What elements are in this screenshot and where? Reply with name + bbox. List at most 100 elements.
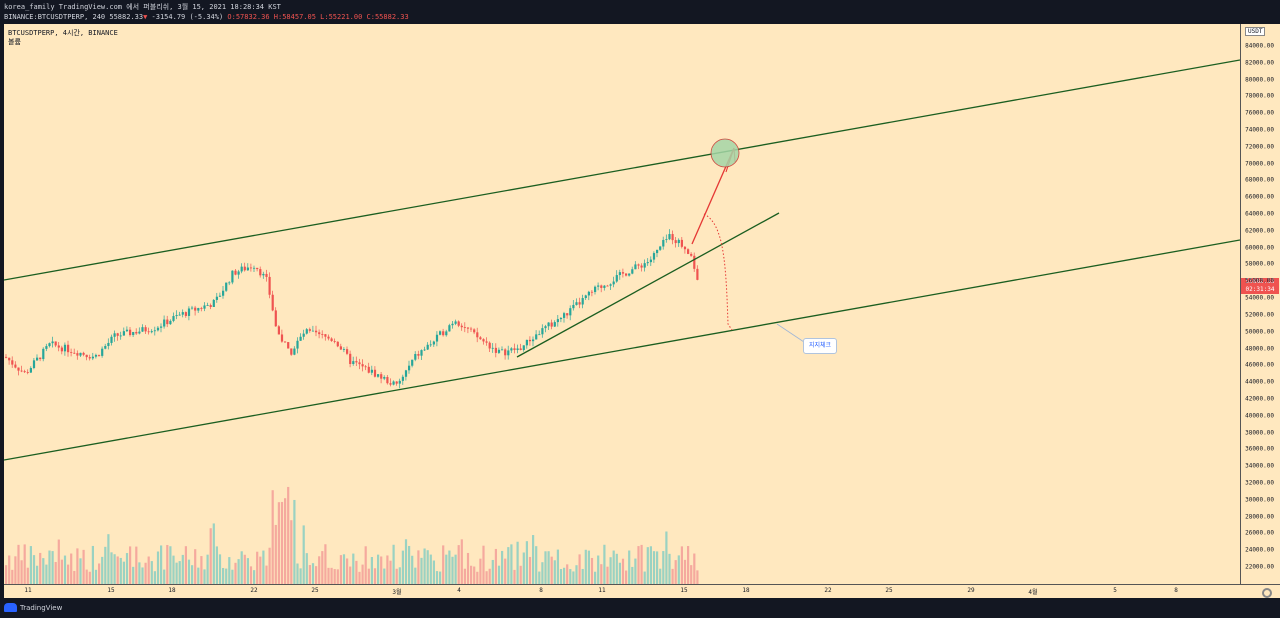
candle-body [380,374,383,379]
volume-bar [23,544,26,584]
publish-info: korea_family TradingView.com 에서 퍼블리쉬, 3월… [4,3,281,11]
volume-bar [318,556,321,584]
candle-body [187,308,191,316]
candle-body [559,317,563,320]
volume-bar [197,567,200,584]
price-tick-label: 84000.00 [1245,42,1274,50]
price-tick-label: 46000.00 [1245,361,1274,369]
volume-bar [677,555,680,584]
candle-body [563,313,566,318]
candle-body [352,361,355,365]
price-tick-label: 58000.00 [1245,260,1274,268]
volume-bar [228,557,231,584]
candle-body [23,371,26,373]
ohlc-row: BINANCE:BTCUSDTPERP, 240 55882.33▼ -3154… [4,12,1280,22]
volume-bar [631,566,634,584]
volume-bar [14,556,17,584]
price-tick-label: 82000.00 [1245,59,1274,67]
volume-bar [150,561,153,584]
volume-bar [674,560,677,584]
candle-body [473,329,476,333]
volume-bar [547,551,550,584]
candle-body [594,286,597,293]
left-edge [0,24,4,598]
volume-bar [516,541,519,584]
brand-name: TradingView [20,603,63,612]
candle-body [628,273,631,276]
chart-pane[interactable]: BTCUSDTPERP, 4시간, BINANCE 볼륨 지지체크 [4,24,1240,584]
candle-body [507,350,510,356]
price-axis[interactable]: USDT 55882.33 02:31:34 84000.00 82000.00 8… [1240,24,1280,584]
candle-body [513,348,516,350]
dotted-scenario-path [703,213,733,331]
volume-bar [342,554,346,584]
time-axis[interactable]: 11 15 18 22 25 3월 4 8 11 15 18 22 25 29 4월 5 8 [4,584,1280,598]
volume-bar [637,546,640,584]
volume-bar [507,547,510,584]
volume-bar [206,554,209,584]
candle-body [271,294,274,311]
volume-bar [355,560,358,584]
volume-bar [640,544,643,584]
volume-bar [454,554,457,584]
candle-body [166,319,169,325]
candle-body [305,329,308,334]
volume-bar [553,560,556,584]
candle-body [262,273,265,276]
candle-body [135,331,138,334]
currency-label[interactable]: USDT [1245,27,1266,36]
candle-body [659,246,662,250]
volume-bar [156,551,160,584]
candle-body [569,308,572,316]
price-tick-label: 62000.00 [1245,227,1274,235]
callout-pointer [776,323,805,343]
volume-bar [662,551,665,584]
candle-body [668,234,671,240]
volume-bar [606,566,609,584]
candle-body [169,320,172,325]
tradingview-logo[interactable]: TradingView [4,603,62,612]
chart-legend: BTCUSDTPERP, 4시간, BINANCE 볼륨 [8,29,118,47]
candle-body [398,380,401,384]
candle-body [662,239,665,247]
volume-bar [184,546,187,584]
candle-body [73,352,76,354]
candle-body [138,331,141,334]
candle-body [538,334,541,336]
candle-body [231,270,234,283]
price-tick-label: 48000.00 [1245,345,1274,353]
candle-body [327,336,330,339]
chart-header: korea_family TradingView.com 에서 퍼블리쉬, 3월… [0,0,1280,24]
candle-body [268,276,271,295]
time-tick-label: 22 [824,587,832,594]
candle-body [404,370,408,377]
volume-bar [625,570,628,584]
volume-bar [609,557,612,584]
price-tick-label: 38000.00 [1245,429,1274,437]
candle-body [17,367,20,371]
time-tick-label: 11 [24,587,32,594]
volume-bar [280,501,284,584]
volume-bar [54,561,57,584]
candle-body [454,321,457,324]
volume-bar [358,571,361,584]
support-check-callout[interactable]: 지지체크 [803,338,837,354]
candle-body [553,322,556,327]
volume-bar [417,550,420,584]
volume-bar [615,553,618,584]
chart-canvas[interactable] [4,24,1240,584]
gear-icon[interactable] [1262,588,1272,598]
candle-body [178,314,181,316]
candle-body [377,374,380,377]
volume-bar [541,562,544,584]
volume-bar [373,568,377,584]
price-tick-label: 24000.00 [1245,546,1274,554]
volume-bar [398,567,401,584]
volume-bar [302,525,305,584]
candle-body [587,291,590,296]
candle-body [432,341,435,345]
price-tick-label: 26000.00 [1245,529,1274,537]
volume-bar [696,570,699,584]
candle-body [287,342,290,349]
price-tick-label: 76000.00 [1245,109,1274,117]
